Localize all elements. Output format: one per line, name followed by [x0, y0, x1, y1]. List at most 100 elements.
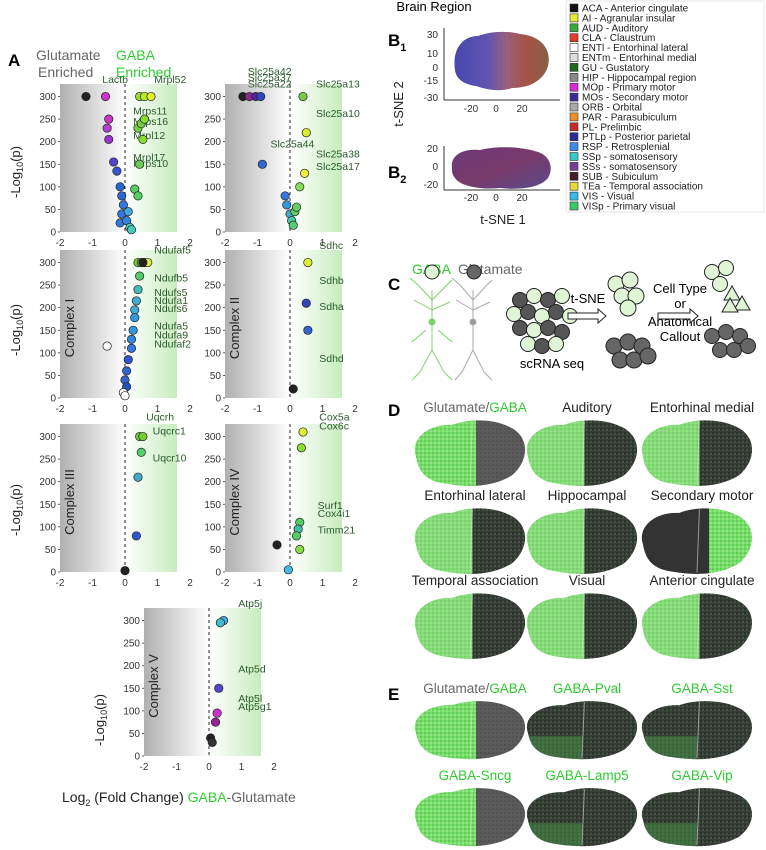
- umap-plot: [526, 508, 638, 574]
- data-point: [120, 391, 130, 401]
- data-point: [138, 257, 148, 268]
- glutamate-cell-icon: [712, 342, 728, 358]
- gene-label: Ndufs6: [154, 303, 187, 315]
- cell-icon: [540, 320, 556, 336]
- legend-swatch: [569, 152, 579, 161]
- gene-label: Ndufa5: [154, 320, 188, 332]
- gaba-shade: [125, 84, 177, 232]
- y-tick-label: 150: [204, 326, 221, 337]
- x-tick-label: 0: [287, 238, 293, 249]
- gaba-enriched-header: Enriched: [116, 64, 171, 80]
- scrna-seq-label: scRNA seq: [520, 356, 584, 371]
- glutamate-cell-icon: [726, 342, 742, 358]
- data-point: [115, 182, 125, 192]
- d-title: Entorhinal lateral: [424, 488, 525, 503]
- gene-label: Uqcrc1: [153, 425, 186, 437]
- data-point: [131, 296, 141, 306]
- complex-title: Complex II: [227, 297, 242, 359]
- legend-label: SSs - somatosensory: [582, 162, 677, 173]
- gene-label: Slc25a13: [316, 78, 360, 90]
- cell-icon: [506, 306, 522, 322]
- legend-swatch: [569, 63, 579, 72]
- gene-label: Slc25a42: [248, 66, 292, 78]
- y-tick-label: 100: [39, 182, 56, 193]
- gene-label: Slc25a17: [316, 161, 360, 173]
- triangle-cell-icon: [733, 294, 751, 311]
- d-title: Entorhinal medial: [650, 400, 754, 415]
- umap-plot: [526, 701, 638, 760]
- y-tick-label: 0: [50, 228, 56, 239]
- y-tick-label: 0: [50, 394, 56, 405]
- gene-label: Slc25a10: [316, 108, 360, 120]
- legend-label: PL- Prelimbic: [582, 122, 641, 133]
- x-tick-label: -2: [140, 762, 149, 773]
- x-tick-label: 0: [122, 404, 128, 415]
- cell-icon: [526, 288, 542, 304]
- data-point: [214, 683, 224, 693]
- gaba-cell-icon: [718, 260, 734, 276]
- xlabel-gaba: GABA: [188, 789, 228, 805]
- glutamate-shade: [225, 250, 290, 398]
- gaba-shade: [290, 250, 342, 398]
- x-tick-label: 1: [155, 238, 161, 249]
- legend-swatch: [569, 33, 579, 43]
- glutamate-cell-icon: [639, 347, 657, 365]
- x-tick-label: -1: [253, 404, 262, 415]
- legend-swatch: [569, 73, 579, 82]
- gaba-cell-icon: [712, 276, 728, 292]
- umap-plot: [414, 701, 526, 760]
- y-tick-label: 50: [45, 205, 57, 216]
- x-tick-label: 1: [320, 238, 326, 249]
- y-tick-label: 250: [39, 455, 56, 466]
- data-point: [130, 313, 140, 323]
- gaba-neuron-icon: [409, 277, 453, 381]
- data-point: [131, 531, 141, 541]
- gene-label: Ndufaf2: [154, 338, 191, 350]
- xlabel-fold-change: Log2 (Fold Change) GABA-Glutamate: [62, 789, 296, 808]
- x-tick-label: 2: [352, 578, 358, 589]
- y-tick-label: 200: [204, 477, 221, 488]
- umap-plot: [414, 788, 526, 847]
- cell-icon: [520, 304, 536, 320]
- cell-icon: [512, 320, 528, 336]
- data-point: [102, 123, 112, 133]
- panel-b1-letter: B1: [388, 31, 406, 54]
- gene-label: Slc25a22: [248, 78, 292, 90]
- x-tick-label: 1: [320, 404, 326, 415]
- legend-label: VISp - Primary visual: [582, 202, 675, 213]
- gene-label: Sdhc: [319, 240, 343, 252]
- x-tick-label: 1: [155, 578, 161, 589]
- svg-text:0: 0: [493, 193, 499, 204]
- d-umap-grid: Glutamate/GABA Auditory Entorhinal medial E…: [412, 400, 755, 659]
- d-title: Secondary motor: [651, 488, 754, 503]
- y-tick-label: 100: [39, 522, 56, 533]
- gene-label: Ndufaf5: [154, 244, 191, 256]
- legend-label: TEa - Temporal association: [582, 182, 703, 193]
- x-tick-label: 2: [352, 238, 358, 249]
- data-point: [207, 737, 217, 748]
- umap-plot: [414, 420, 526, 486]
- y-tick-label: 250: [204, 455, 221, 466]
- panel-e: E Glutamate/GABA GABA-Pval GABA-Sst GABA-Sn…: [388, 681, 753, 847]
- data-point: [126, 343, 137, 353]
- gaba-cell-icon: [621, 271, 639, 289]
- legend-swatch: [569, 162, 579, 171]
- y-tick-label: 150: [39, 500, 56, 511]
- x-tick-label: 0: [122, 238, 128, 249]
- data-point: [102, 341, 112, 351]
- legend-label: AUD - Auditory: [582, 23, 648, 34]
- gene-label: Lactb: [102, 74, 128, 86]
- data-point: [288, 220, 298, 230]
- data-point: [81, 91, 91, 102]
- gene-label: Surf1: [318, 500, 343, 512]
- gaba-header: GABA: [116, 47, 156, 63]
- data-point: [283, 565, 293, 575]
- x-tick-label: 2: [352, 404, 358, 415]
- e-title: GABA-Sst: [671, 681, 733, 696]
- e-umap-grid: Glutamate/GABA GABA-Pval GABA-Sst GABA-Sncg…: [414, 681, 753, 847]
- gaba-cell-icon: [424, 264, 440, 280]
- data-point: [291, 202, 302, 212]
- x-tick-label: 1: [239, 762, 245, 773]
- y-tick-label: 100: [39, 348, 56, 359]
